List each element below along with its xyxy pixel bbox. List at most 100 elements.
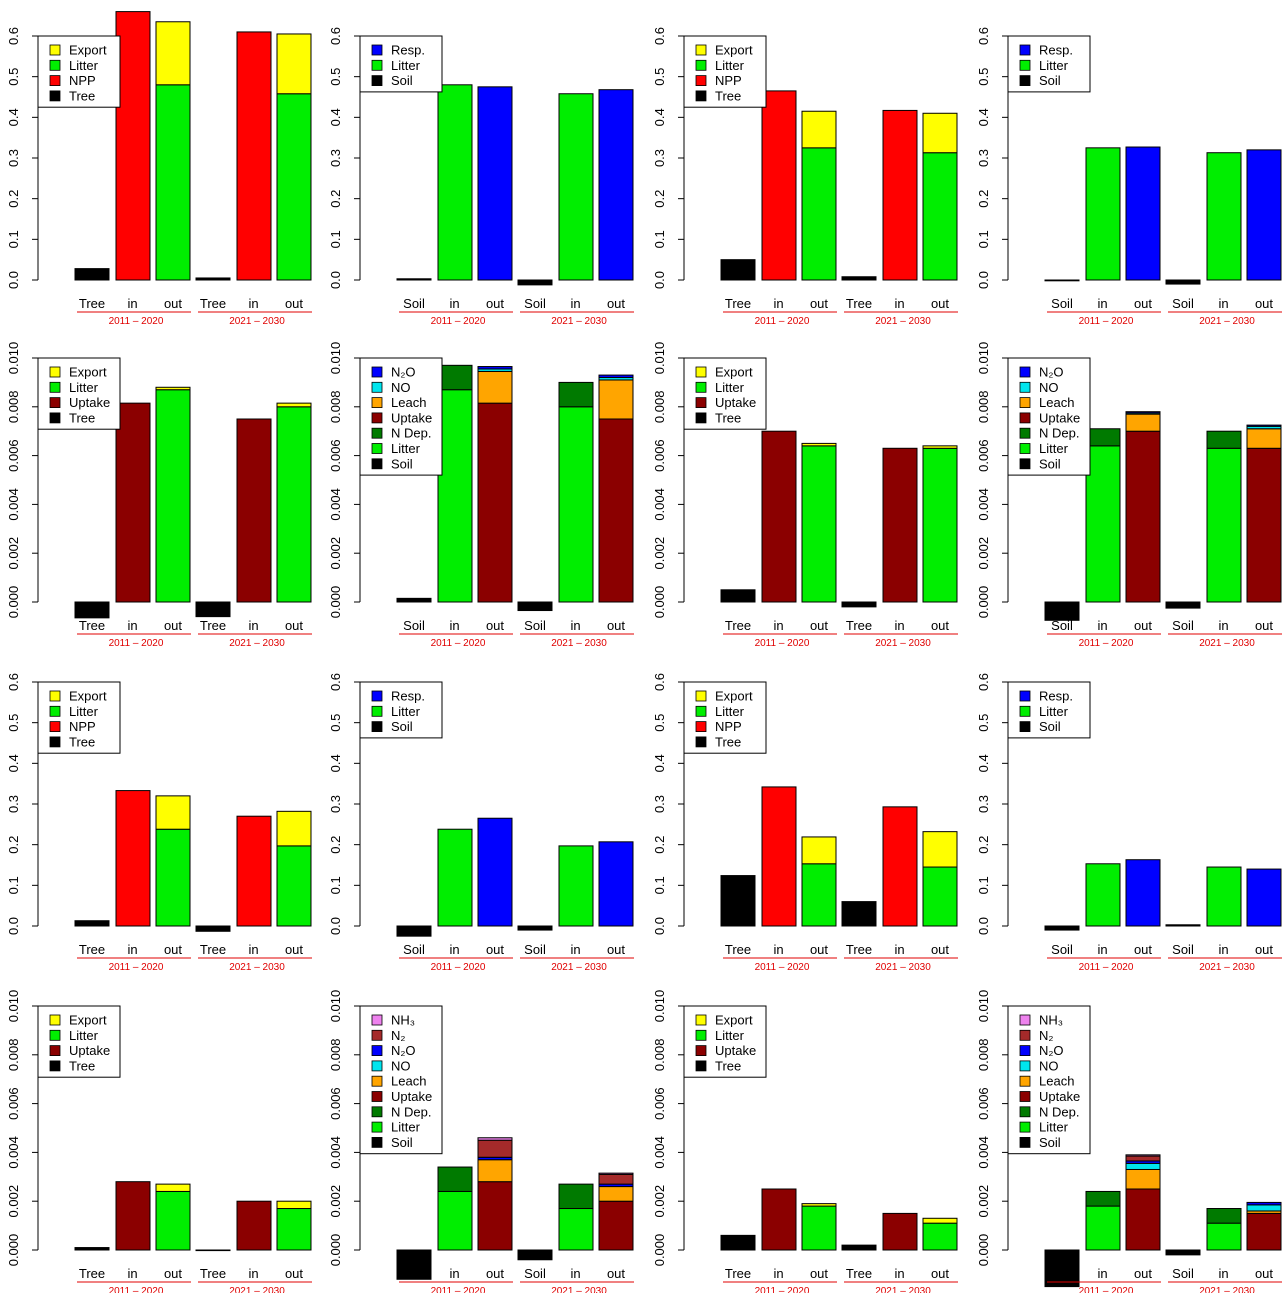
y-tick-label: 0.6 [328, 27, 343, 45]
x-label-in: in [449, 618, 459, 633]
y-tick-label: 0.0 [652, 917, 667, 935]
legend-swatch [371, 1075, 383, 1087]
bar-out-export-1 [155, 21, 191, 86]
y-tick-label: 0.1 [976, 876, 991, 894]
legend-item: N₂O [1039, 365, 1064, 380]
bar-out-no-2 [1246, 1204, 1282, 1212]
legend-swatch [695, 721, 707, 732]
bar-stock-2 [195, 277, 231, 281]
y-tick-label: 0.4 [976, 108, 991, 126]
bar-out-export-1 [801, 1203, 837, 1207]
legend-item: Export [715, 689, 753, 704]
y-tick-label: 0.006 [976, 1087, 991, 1120]
bar-in-ndep-1 [437, 364, 473, 391]
bar-out-n2o-2 [1246, 424, 1282, 427]
legend-item: N Dep. [1039, 426, 1079, 441]
legend-swatch [695, 59, 707, 71]
bar-out-uptake-1 [477, 402, 513, 603]
bar-out-uptake-2 [598, 1200, 634, 1251]
legend-item: Uptake [1039, 1089, 1080, 1104]
bar-in-litter-2 [558, 1208, 594, 1251]
x-label-tree: Tree [79, 1266, 105, 1281]
period-label: 2021 – 2030 [1199, 638, 1255, 649]
x-label-in: in [894, 1266, 904, 1281]
bar-stock-1 [720, 259, 756, 281]
period-label: 2021 – 2030 [875, 638, 931, 649]
bar-out-export-2 [276, 33, 312, 95]
legend-item: N₂O [1039, 1043, 1064, 1058]
y-tick-label: 0.5 [652, 68, 667, 86]
legend-swatch [1019, 1060, 1031, 1072]
legend-item: Tree [715, 1058, 741, 1073]
x-label-soil: Soil [1172, 942, 1194, 957]
legend-swatch [371, 1106, 383, 1118]
legend-item: Uptake [391, 410, 432, 425]
y-tick-label: 0.008 [652, 391, 667, 424]
legend-item: Leach [391, 395, 426, 410]
y-tick-label: 0.006 [6, 439, 21, 472]
y-tick-label: 0.008 [976, 1039, 991, 1072]
bar-out-uptake-2 [598, 418, 634, 603]
legend-item: NO [391, 380, 411, 395]
bar-in-uptake-1 [115, 402, 151, 603]
legend-item: Uptake [69, 395, 110, 410]
bar-stock-2 [841, 901, 877, 927]
bar-out-uptake-1 [1125, 1188, 1161, 1251]
legend-item: NPP [715, 719, 742, 734]
bar-out-leach-1 [1125, 413, 1161, 432]
bar-out-litter-2 [922, 152, 958, 281]
legend-item: Litter [715, 1028, 745, 1043]
legend-swatch [1019, 44, 1031, 56]
legend-item: Export [715, 43, 753, 58]
x-label-out: out [1134, 942, 1152, 957]
legend-item: Litter [391, 441, 421, 456]
y-tick-label: 0.5 [652, 714, 667, 732]
bar-stock-1 [1044, 601, 1080, 621]
bar-out-litter-2 [922, 447, 958, 603]
y-tick-label: 0.0 [6, 917, 21, 935]
x-label-in: in [127, 942, 137, 957]
legend-swatch [371, 366, 383, 378]
legend-item: Litter [715, 380, 745, 395]
legend-swatch [695, 690, 707, 702]
y-tick-label: 0.006 [652, 1087, 667, 1120]
y-tick-label: 0.4 [652, 754, 667, 772]
x-label-out: out [1134, 1266, 1152, 1281]
bar-stock-2 [517, 1249, 553, 1261]
y-tick-label: 0.4 [6, 108, 21, 126]
legend-item: N₂O [391, 1043, 416, 1058]
y-tick-label: 0.6 [6, 673, 21, 691]
legend-swatch [371, 458, 383, 470]
x-label-in: in [570, 296, 580, 311]
legend-item: Tree [715, 410, 741, 425]
y-tick-label: 0.008 [652, 1039, 667, 1072]
x-label-soil: Soil [1172, 1266, 1194, 1281]
y-tick-label: 0.000 [6, 1234, 21, 1267]
period-label: 2021 – 2030 [551, 638, 607, 649]
y-tick-label: 0.004 [6, 1136, 21, 1169]
y-tick-label: 0.2 [328, 836, 343, 854]
bar-out-no-1 [1125, 1162, 1161, 1170]
y-tick-label: 0.2 [652, 190, 667, 208]
x-label-in: in [449, 942, 459, 957]
legend-item: Export [69, 1013, 107, 1028]
x-label-soil: Soil [403, 1266, 425, 1281]
bar-out-n2o-1 [477, 366, 513, 370]
period-label: 2021 – 2030 [229, 316, 285, 327]
period-label: 2021 – 2030 [875, 1286, 931, 1293]
bar-out-leach-2 [598, 1186, 634, 1202]
bar-stock-1 [396, 278, 432, 281]
y-tick-label: 0.6 [328, 673, 343, 691]
legend-swatch [695, 90, 707, 102]
bar-in-litter-1 [1085, 147, 1121, 281]
bar-out-resp-1 [1125, 859, 1161, 927]
y-tick-label: 0.3 [976, 149, 991, 167]
bar-stock-2 [517, 601, 553, 612]
bar-out-export-2 [276, 1200, 312, 1210]
x-label-out: out [810, 1266, 828, 1281]
bar-out-uptake-1 [477, 1181, 513, 1251]
y-tick-label: 0.3 [6, 795, 21, 813]
